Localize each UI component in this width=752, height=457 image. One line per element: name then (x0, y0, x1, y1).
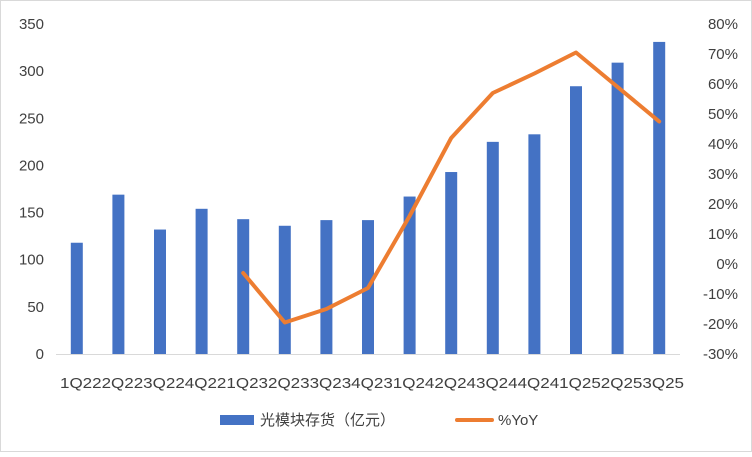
legend-bar-swatch (220, 415, 254, 425)
inventory-bar (486, 141, 499, 354)
right-axis-tick-label: 70% (708, 46, 738, 63)
inventory-bar (653, 41, 666, 355)
right-axis-tick-label: 50% (708, 106, 738, 123)
right-axis-tick-label: -10% (703, 286, 738, 303)
x-axis-category-label: 3Q25 (642, 375, 684, 392)
x-axis-category-label: 1Q22 (60, 375, 102, 392)
x-axis-category-label: 3Q22 (143, 375, 185, 392)
right-axis-tick-label: 0% (716, 256, 738, 273)
inventory-bar (570, 86, 582, 354)
yoy-line-series (241, 50, 662, 325)
inventory-bar (154, 229, 166, 354)
legend-line-label: %YoY (498, 412, 538, 429)
x-axis-category-label: 1Q23 (226, 375, 268, 392)
inventory-bar (278, 225, 291, 354)
x-axis-category-label: 2Q22 (102, 375, 144, 392)
left-axis-tick-label: 200 (19, 157, 44, 174)
left-axis-tick-label: 300 (19, 63, 44, 80)
left-axis-tick-label: 250 (19, 110, 44, 127)
legend-bar-label: 光模块存货（亿元） (260, 412, 395, 429)
x-axis-category-label: 2Q24 (434, 375, 476, 392)
inventory-bar (611, 62, 624, 355)
left-axis-tick-label: 150 (19, 205, 44, 222)
left-axis-tick-label: 50 (27, 299, 44, 316)
right-axis-tick-label: 60% (708, 76, 738, 93)
inventory-bar (403, 196, 416, 354)
right-axis-tick-label: 30% (708, 166, 738, 183)
left-axis-tick-label: 0 (36, 346, 44, 363)
x-axis-category-label: 3Q24 (476, 375, 518, 392)
right-axis-tick-label: 10% (708, 226, 738, 243)
x-axis-category-labels: 1Q22 2Q22 3Q22 4Q22 1Q23 2Q23 3Q23 4Q23 1Q24 2Q24… (60, 375, 684, 392)
legend: 光模块存货（亿元） %YoY (220, 412, 538, 429)
x-axis-category-label: 4Q24 (518, 375, 560, 392)
inventory-bar (237, 219, 250, 354)
x-axis-category-label: 4Q22 (185, 375, 227, 392)
right-axis-tick-label: 20% (708, 196, 738, 213)
inventory-bar (70, 242, 83, 354)
left-axis-tick-label: 350 (19, 16, 44, 33)
left-axis: 0 50 100 150 200 250 300 350 (19, 16, 44, 363)
x-axis-category-label: 3Q23 (310, 375, 352, 392)
right-axis-tick-label: -20% (703, 316, 738, 333)
x-axis-category-label: 1Q24 (393, 375, 435, 392)
right-axis-tick-label: 80% (708, 16, 738, 33)
x-axis-category-label: 2Q25 (601, 375, 643, 392)
x-axis-category-label: 2Q23 (268, 375, 310, 392)
left-axis-tick-label: 100 (19, 252, 44, 269)
inventory-bar (320, 220, 333, 354)
inventory-bar (528, 134, 541, 354)
inventory-bar (445, 172, 458, 354)
right-axis-tick-label: 40% (708, 136, 738, 153)
inventory-bar (195, 208, 208, 354)
x-axis-category-label: 1Q25 (559, 375, 601, 392)
x-axis-category-label: 4Q23 (351, 375, 393, 392)
inventory-bar (112, 194, 125, 354)
right-axis: -30% -20% -10% 0% 10% 20% 30% 40% 50% 60% 70% 80% (703, 16, 738, 363)
right-axis-tick-label: -30% (703, 346, 738, 363)
